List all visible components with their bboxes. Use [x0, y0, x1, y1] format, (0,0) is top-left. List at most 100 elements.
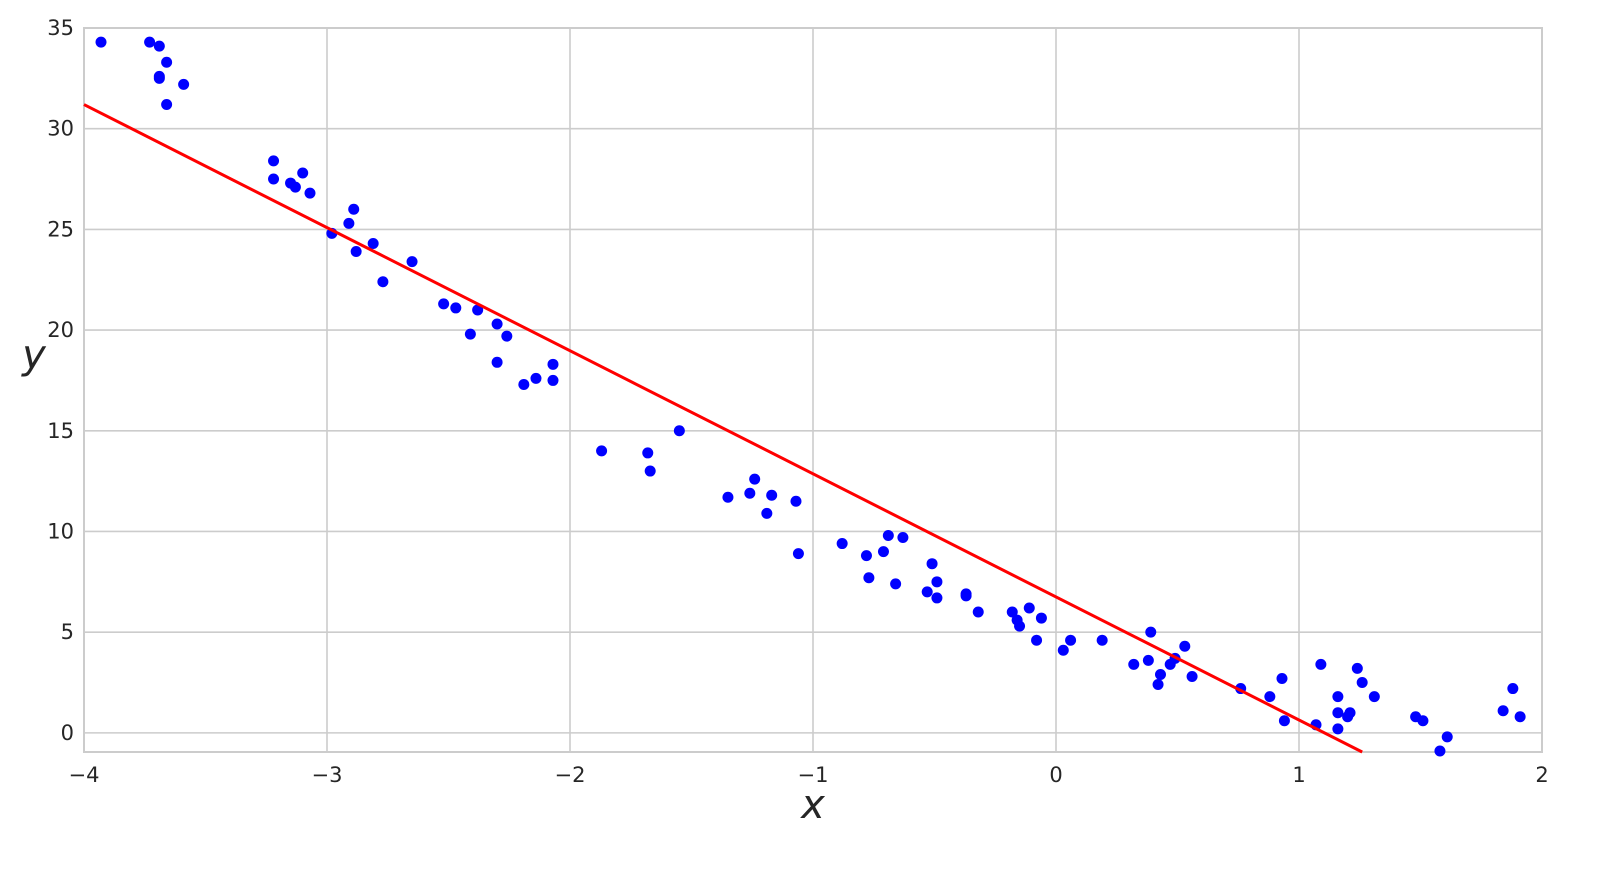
scatter-point	[153, 40, 165, 52]
y-axis-label: y	[21, 332, 47, 378]
scatter-point	[268, 173, 280, 185]
scatter-point	[1142, 654, 1154, 666]
scatter-point	[297, 167, 309, 179]
scatter-point	[921, 586, 933, 598]
scatter-point	[1315, 658, 1327, 670]
scatter-point	[450, 302, 462, 314]
scatter-point	[863, 572, 875, 584]
scatter-point	[464, 328, 476, 340]
scatter-point	[960, 590, 972, 602]
scatter-point	[1179, 640, 1191, 652]
scatter-point	[1065, 634, 1077, 646]
scatter-point	[897, 532, 909, 544]
scatter-point	[1014, 620, 1026, 632]
scatter-point	[722, 491, 734, 503]
y-tick-label: 30	[47, 117, 74, 141]
scatter-point	[304, 187, 316, 199]
scatter-point	[836, 538, 848, 550]
scatter-point	[1057, 644, 1069, 656]
x-tick-label: −2	[555, 763, 586, 787]
scatter-point	[1035, 612, 1047, 624]
x-tick-label: 2	[1535, 763, 1548, 787]
scatter-point	[547, 374, 559, 386]
scatter-point	[268, 155, 280, 167]
scatter-point	[367, 237, 379, 249]
scatter-point	[472, 304, 484, 316]
scatter-point	[530, 372, 542, 384]
scatter-point	[1145, 626, 1157, 638]
scatter-point	[596, 445, 608, 457]
scatter-point	[766, 489, 778, 501]
scatter-point	[406, 256, 418, 268]
scatter-point	[178, 78, 190, 90]
scatter-point	[1186, 670, 1198, 682]
scatter-point	[673, 425, 685, 437]
scatter-point	[790, 495, 802, 507]
scatter-point	[792, 548, 804, 560]
plot-frame	[83, 27, 1543, 753]
scatter-point	[491, 356, 503, 368]
scatter-point	[343, 217, 355, 229]
y-tick-label: 25	[47, 217, 74, 241]
scatter-point	[1031, 634, 1043, 646]
scatter-point	[931, 592, 943, 604]
x-tick-label: −4	[69, 763, 100, 787]
scatter-point	[438, 298, 450, 310]
scatter-point	[1497, 705, 1509, 717]
scatter-point	[348, 203, 360, 215]
scatter-point	[1417, 715, 1429, 727]
scatter-point	[1332, 707, 1344, 719]
scatter-point	[1278, 715, 1290, 727]
scatter-point	[377, 276, 389, 288]
scatter-point	[1023, 602, 1035, 614]
scatter-point	[1514, 711, 1526, 723]
y-tick-label: 5	[61, 620, 74, 644]
scatter-point	[1441, 731, 1453, 743]
scatter-point	[1128, 658, 1140, 670]
scatter-point	[744, 487, 756, 499]
scatter-point	[1276, 672, 1288, 684]
scatter-point	[926, 558, 938, 570]
scatter-point	[890, 578, 902, 590]
scatter-point	[501, 330, 513, 342]
y-tick-label: 35	[47, 16, 74, 40]
y-tick-label: 15	[47, 419, 74, 443]
scatter-point	[877, 546, 889, 558]
x-tick-label: −3	[312, 763, 343, 787]
scatter-point	[972, 606, 984, 618]
scatter-point	[161, 56, 173, 68]
scatter-point	[289, 181, 301, 193]
x-tick-label: −1	[798, 763, 829, 787]
x-tick-label: 0	[1049, 763, 1062, 787]
y-tick-label: 20	[47, 318, 74, 342]
scatter-point	[491, 318, 503, 330]
scatter-point	[518, 378, 530, 390]
x-tick-label: 1	[1292, 763, 1305, 787]
scatter-point	[642, 447, 654, 459]
scatter-point	[95, 36, 107, 48]
scatter-point	[1096, 634, 1108, 646]
scatter-point	[1507, 683, 1519, 695]
scatter-point	[931, 576, 943, 588]
y-tick-label: 10	[47, 519, 74, 543]
scatter-point	[860, 550, 872, 562]
scatter-point	[153, 72, 165, 84]
scatter-point	[161, 99, 173, 111]
scatter-point	[644, 465, 656, 477]
x-axis-label: x	[799, 782, 825, 828]
scatter-point	[1332, 691, 1344, 703]
scatter-point	[1264, 691, 1276, 703]
scatter-point	[1152, 679, 1164, 691]
scatter-point	[749, 473, 761, 485]
scatter-point	[144, 36, 156, 48]
scatter-point	[1356, 677, 1368, 689]
scatter-point	[1154, 668, 1166, 680]
scatter-point	[882, 530, 894, 542]
scatter-point	[547, 358, 559, 370]
fit-line	[83, 103, 1363, 754]
scatter-point	[1342, 711, 1354, 723]
scatter-point	[1368, 691, 1380, 703]
scatter-point	[1351, 662, 1363, 674]
